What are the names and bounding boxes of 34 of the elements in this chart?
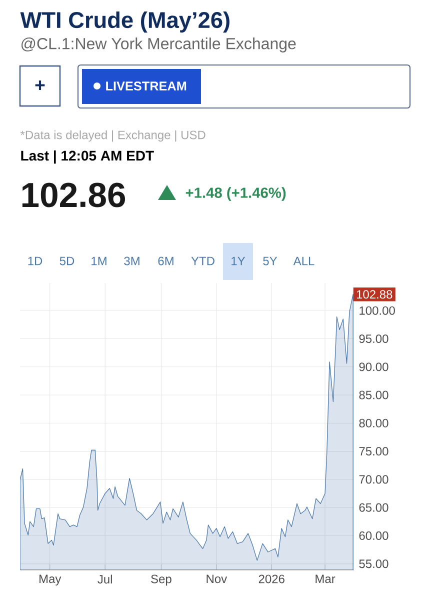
chart-title: WTI Crude (May’26) — [20, 11, 230, 33]
text: 1M — [92, 256, 106, 266]
text: 1Y — [232, 256, 246, 266]
text: 102.86 — [22, 182, 126, 208]
text: 5Y — [263, 256, 278, 266]
y-tick-label: 80.00 — [359, 418, 388, 428]
text: LIVESTREAM — [106, 82, 186, 90]
text: YTD — [191, 256, 214, 266]
y-tick-label: 75.00 — [359, 447, 388, 456]
text: +1.48 (+1.46%) — [186, 187, 286, 201]
text: 1D — [28, 256, 42, 266]
chart-subtitle: @CL.1:New York Mercantile Exchange — [22, 38, 296, 52]
text: 5D — [60, 256, 74, 266]
y-tick-label: 70.00 — [359, 475, 388, 484]
text: ALL — [293, 256, 314, 266]
text: 3M — [124, 256, 140, 266]
text: 6M — [158, 256, 174, 266]
x-tick-label: Nov — [206, 574, 228, 584]
x-tick-label: Mar — [316, 574, 336, 584]
y-tick-label: 60.00 — [359, 531, 388, 540]
text: Last | 12:05 AM EDT — [21, 150, 154, 164]
y-tick-label: 90.00 — [359, 362, 388, 372]
x-tick-label: Sep — [151, 574, 172, 586]
x-tick-label: Jul — [98, 574, 112, 584]
y-tick-label: 65.00 — [359, 503, 388, 512]
annotation: 102.88 — [356, 290, 392, 299]
text: *Data is delayed | Exchange | USD — [20, 130, 206, 142]
text: + — [35, 80, 45, 90]
y-tick-label: 85.00 — [359, 390, 388, 400]
y-tick-label: 95.00 — [359, 334, 388, 343]
y-tick-label: 100.00 — [360, 306, 395, 315]
x-tick-label: 2026 — [258, 574, 284, 584]
y-tick-label: 55.00 — [359, 560, 388, 568]
x-tick-label: May — [40, 574, 62, 586]
